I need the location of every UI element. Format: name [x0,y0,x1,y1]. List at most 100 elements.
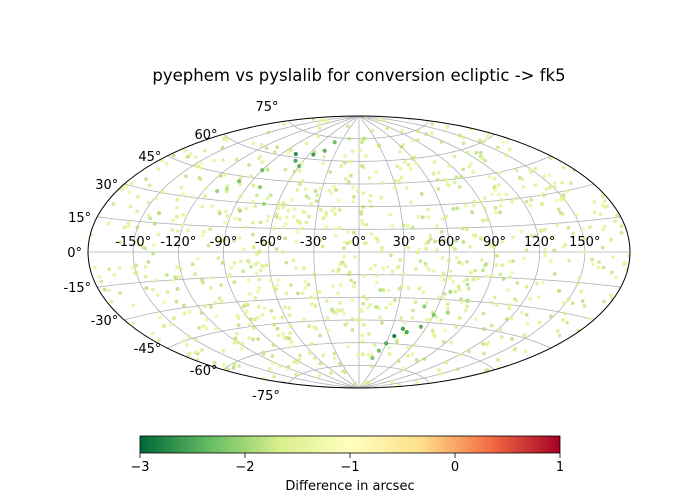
data-point [414,358,419,362]
y-tick-label: 0° [67,246,82,261]
data-point [232,280,237,285]
data-point [351,185,355,190]
data-point [231,365,236,370]
data-point [542,193,546,198]
data-point [288,331,292,336]
data-point [615,213,620,218]
x-tick-label: -30° [300,235,328,250]
data-point [492,295,497,300]
data-point [212,361,217,365]
data-point [457,287,462,292]
data-point [261,201,266,207]
data-point [465,304,469,309]
data-point [237,235,242,240]
data-point [182,311,187,316]
data-point [270,361,275,365]
data-point [111,202,116,206]
data-point [360,218,364,223]
data-point [426,215,430,220]
data-point [425,207,430,212]
data-point [122,225,127,230]
data-point [199,311,204,315]
colorbar-label: Difference in arcsec [285,479,414,494]
data-point [283,167,288,172]
data-point [589,317,594,322]
data-point [549,235,554,240]
data-point [476,276,481,281]
data-point [260,238,264,242]
data-point [170,228,175,233]
data-point [447,164,451,168]
data-point [351,199,356,204]
y-tick-label: 75° [255,100,278,115]
data-point [284,291,289,296]
data-point [504,152,509,157]
data-point [241,247,246,252]
data-point [175,197,180,202]
data-point [414,161,419,166]
data-point [579,289,584,294]
data-point [300,291,305,296]
plot-area: -150° -120° -90° -60° -30° 0° 30° 60° 90° 120° 150… [63,100,631,404]
data-point [278,216,283,221]
data-point [327,188,332,193]
data-point [352,194,356,199]
data-point [244,206,249,211]
data-point [435,177,440,182]
data-point [597,260,601,265]
data-point [413,300,418,304]
data-point [241,269,246,274]
data-point [173,275,178,280]
data-point [247,292,252,296]
data-point [200,348,204,352]
data-point [253,296,258,300]
data-point [596,265,601,270]
data-point [556,329,560,333]
y-tick-label: -45° [134,342,162,357]
data-point [533,166,538,171]
data-point [365,306,370,310]
y-tick-label: 60° [194,128,217,143]
data-point [212,158,216,163]
data-point [281,225,286,230]
data-point [379,195,384,200]
data-point [528,297,533,301]
data-point [246,278,251,283]
data-point [372,343,377,348]
data-point [332,140,337,145]
data-point [254,271,259,276]
data-point [504,192,509,197]
data-point [395,338,399,343]
data-point [390,269,395,274]
data-point [561,165,566,170]
data-point [481,342,485,346]
data-point [307,324,311,328]
data-point [148,216,153,221]
data-point [483,206,488,211]
gridline-meridian [177,116,360,388]
data-point [269,278,273,283]
data-point [471,233,476,238]
data-point [190,194,195,199]
data-point [252,317,257,322]
colorbar-fill [140,436,560,453]
data-point [398,166,403,171]
data-point [562,196,566,201]
data-point [352,280,357,285]
data-point [336,267,341,272]
data-point [555,223,560,228]
data-point [251,245,256,250]
data-point [375,236,380,241]
data-point [543,253,548,258]
data-point [291,258,296,263]
data-point [324,224,329,229]
colorbar-tick-label: 1 [556,460,564,475]
data-point [339,164,344,168]
data-point [374,305,379,309]
data-point [430,328,435,333]
data-point [392,298,397,303]
data-point [369,204,374,209]
data-point [455,367,460,371]
data-point [130,265,135,270]
data-point [234,331,239,336]
